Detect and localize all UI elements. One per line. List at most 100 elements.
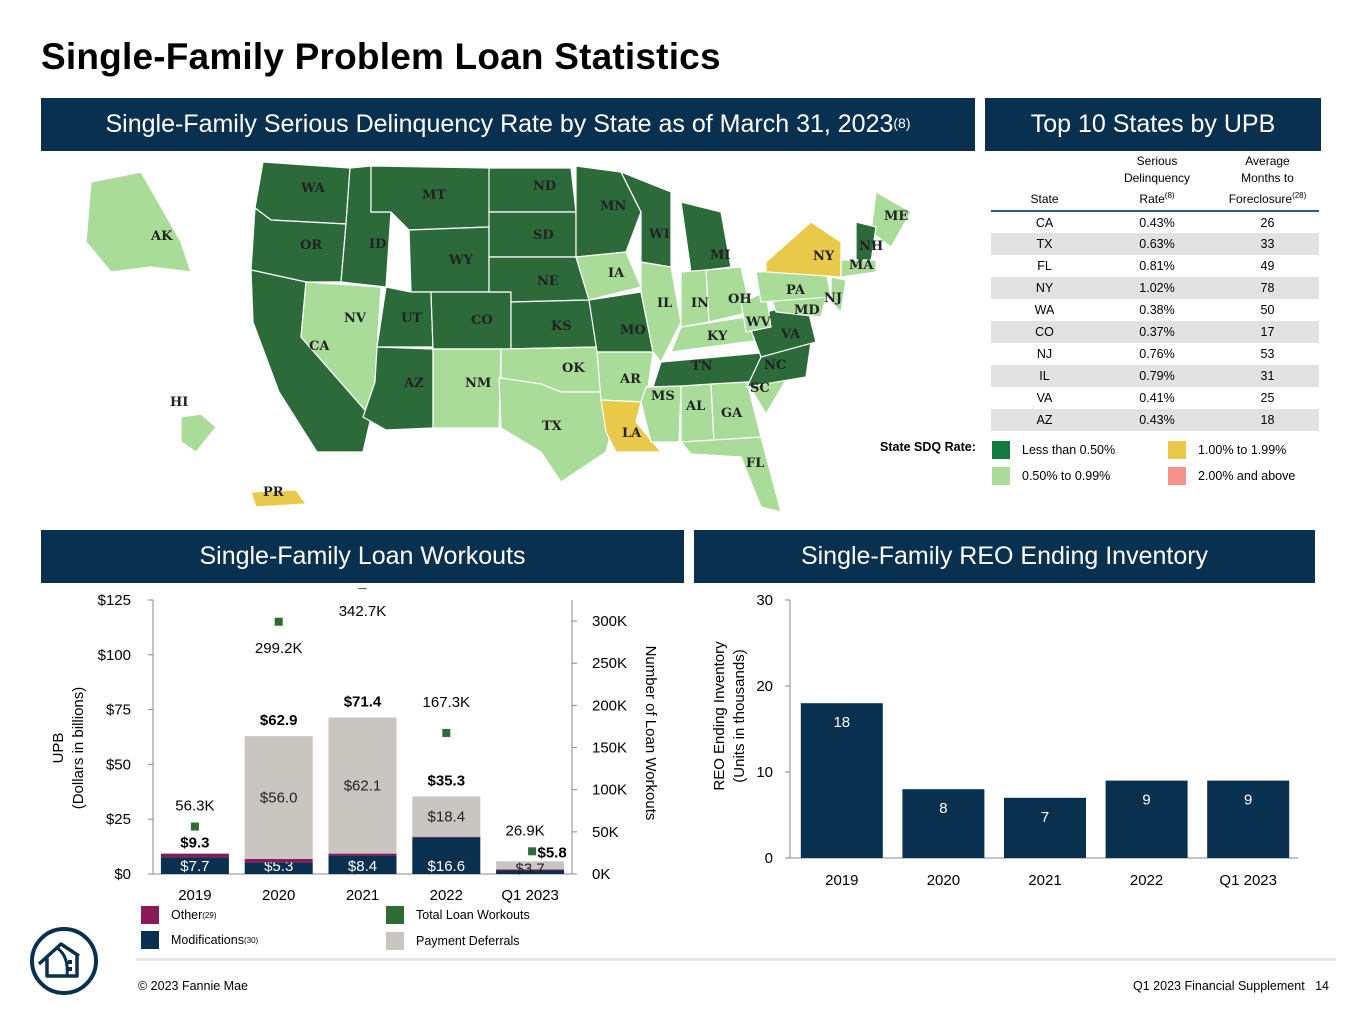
top10-table: State Serious Delinquency Rate(8) Averag… xyxy=(991,153,1319,431)
bar-segment-other xyxy=(244,858,313,863)
workouts-legend-total: Total Loan Workouts xyxy=(386,906,530,924)
state-label-ks: KS xyxy=(551,319,572,334)
top10-cell-state: AZ xyxy=(991,409,1098,431)
top10-row: CA 0.43% 26 xyxy=(991,211,1319,233)
footer-copyright: © 2023 Fannie Mae xyxy=(138,979,248,993)
top10-cell-months: 26 xyxy=(1260,215,1275,230)
legend-note: (29) xyxy=(202,910,217,920)
reo-banner-text: Single-Family REO Ending Inventory xyxy=(800,542,1209,570)
bar-segment-label: $56.0 xyxy=(260,789,298,806)
sdq-legend-item: 2.00% and above xyxy=(1168,467,1295,485)
bar-segment-payment-deferrals xyxy=(412,796,481,837)
workout-marker xyxy=(358,588,367,590)
state-label-id: ID xyxy=(369,237,386,252)
y-tick-label: $75 xyxy=(106,702,131,719)
state-label-ms: MS xyxy=(651,389,675,404)
top10-row: NJ 0.76% 53 xyxy=(991,343,1319,365)
reo-bar-label: 18 xyxy=(833,714,850,731)
state-label-wi: WI xyxy=(648,227,670,242)
state-label-mn: MN xyxy=(600,199,626,214)
top10-cell-months: 25 xyxy=(1260,391,1275,405)
bar-total-label: $9.3 xyxy=(180,835,209,852)
bar-total-label: $35.3 xyxy=(428,773,466,790)
y2-tick-label: 200K xyxy=(592,697,627,714)
top10-cell-state: FL xyxy=(1037,259,1052,273)
workout-marker xyxy=(190,822,199,831)
state-label-wv: WV xyxy=(745,315,772,330)
top10-cell-rate: 0.79% xyxy=(1098,365,1216,387)
sdq-legend-title: State SDQ Rate: xyxy=(880,440,976,454)
state-label-nv: NV xyxy=(344,311,367,326)
top10-cell-months: 53 xyxy=(1260,347,1275,361)
y2-tick-label: 50K xyxy=(592,824,619,841)
y-tick-label: 0 xyxy=(765,850,773,867)
state-label-ak: AK xyxy=(150,229,173,244)
top10-cell-months: 18 xyxy=(1216,409,1319,431)
workouts-banner-text: Single-Family Loan Workouts xyxy=(199,542,526,570)
header-sdq-note: (8) xyxy=(1164,191,1175,200)
top10-body: CA 0.43% 26 TX 0.63% 33 FL 0.81% 49 NY 1.02% 78 WA 0.… xyxy=(991,211,1319,431)
top10-cell-state: IL xyxy=(991,365,1098,387)
state-label-nc: NC xyxy=(764,358,786,373)
top10-cell-state: CO xyxy=(991,321,1098,343)
top10-row: VA 0.41% 25 xyxy=(991,387,1319,409)
footer-doc: Q1 2023 Financial Supplement xyxy=(1133,979,1305,993)
state-label-ne: NE xyxy=(537,274,559,289)
header-months-note: (28) xyxy=(1292,191,1307,200)
bar-total-label: $62.9 xyxy=(260,712,298,729)
state-label-tn: TN xyxy=(691,359,713,374)
state-label-fl: FL xyxy=(746,456,764,471)
sdq-legend-item: 1.00% to 1.99% xyxy=(1168,441,1286,459)
legend-label: 2.00% and above xyxy=(1198,469,1296,483)
workout-label: 56.3K xyxy=(175,798,214,815)
state-label-mi: MI xyxy=(710,248,730,263)
top10-row: WA 0.38% 50 xyxy=(991,299,1319,321)
bar-segment-payment-deferrals xyxy=(328,717,397,854)
state-label-ia: IA xyxy=(608,266,625,281)
x-tick-label: 2022 xyxy=(430,887,463,904)
state-label-ut: UT xyxy=(401,311,422,326)
state-label-me: ME xyxy=(884,209,908,224)
map-state-shapes xyxy=(85,161,912,513)
workouts-legend-modifications: Modifications (30) xyxy=(141,931,258,949)
reo-bar-label: 9 xyxy=(1244,792,1252,809)
top10-row: NY 1.02% 78 xyxy=(991,277,1319,299)
legend-label: Modifications xyxy=(171,933,244,947)
x-tick-label: Q1 2023 xyxy=(1219,872,1277,889)
top10-cell-rate: 0.38% xyxy=(1139,303,1175,317)
bar-segment-label: $3.7 xyxy=(515,860,544,877)
workouts-banner: Single-Family Loan Workouts xyxy=(41,530,684,583)
y2-tick-label: 250K xyxy=(592,655,627,672)
y2-axis-label: Number of Loan Workouts xyxy=(642,646,659,821)
page-title: Single-Family Problem Loan Statistics xyxy=(41,36,721,77)
bar-segment-payment-deferrals xyxy=(496,861,565,870)
legend-label: Less than 0.50% xyxy=(1022,443,1116,457)
reo-bar-label: 9 xyxy=(1142,792,1150,809)
bar-segment-label: $62.1 xyxy=(344,778,382,795)
top10-cell-rate: 0.41% xyxy=(1139,391,1175,405)
bar-segment-other xyxy=(328,853,397,856)
fannie-mae-logo xyxy=(30,927,98,995)
workouts-legend-other: Other (29) xyxy=(141,906,217,924)
top10-cell-rate: 1.02% xyxy=(1098,277,1216,299)
bar-segment-label: $16.6 xyxy=(428,858,466,875)
other-swatch xyxy=(141,906,159,924)
state-label-ar: AR xyxy=(619,372,641,387)
state-label-pa: PA xyxy=(786,283,806,298)
state-shape-nm xyxy=(432,348,502,429)
bar-segment-other xyxy=(160,853,229,858)
y-tick-label: $0 xyxy=(114,866,131,883)
y-tick-label: 20 xyxy=(756,678,773,695)
bar-total-label: $71.4 xyxy=(344,693,382,710)
state-label-la: LA xyxy=(622,426,642,441)
state-label-oh: OH xyxy=(728,292,752,307)
header-state-text: State xyxy=(1030,192,1059,206)
state-label-in: IN xyxy=(691,296,709,311)
legend-label: Other xyxy=(171,908,203,922)
workout-marker xyxy=(442,728,451,737)
top10-cell-rate: 0.43% xyxy=(1098,409,1216,431)
top10-banner-text: Top 10 States by UPB xyxy=(1030,110,1276,138)
state-label-ca: CA xyxy=(309,339,330,354)
legend-label: 0.50% to 0.99% xyxy=(1022,469,1111,483)
sdq-legend-item: Less than 0.50% xyxy=(992,441,1115,459)
